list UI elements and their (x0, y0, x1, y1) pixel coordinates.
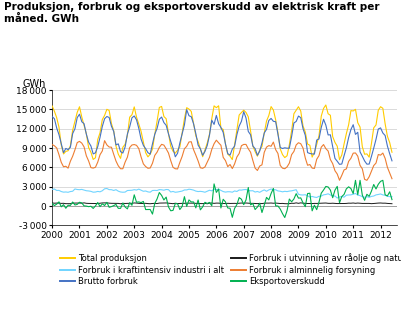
Text: Produksjon, forbruk og eksportoverskudd av elektrisk kraft per
måned. GWh: Produksjon, forbruk og eksportoverskudd … (4, 2, 379, 24)
Text: GWh: GWh (23, 79, 46, 89)
Legend: Total produksjon, Forbruk i kraftintensiv industri i alt, Brutto forbruk, Forbru: Total produksjon, Forbruk i kraftintensi… (56, 250, 401, 289)
